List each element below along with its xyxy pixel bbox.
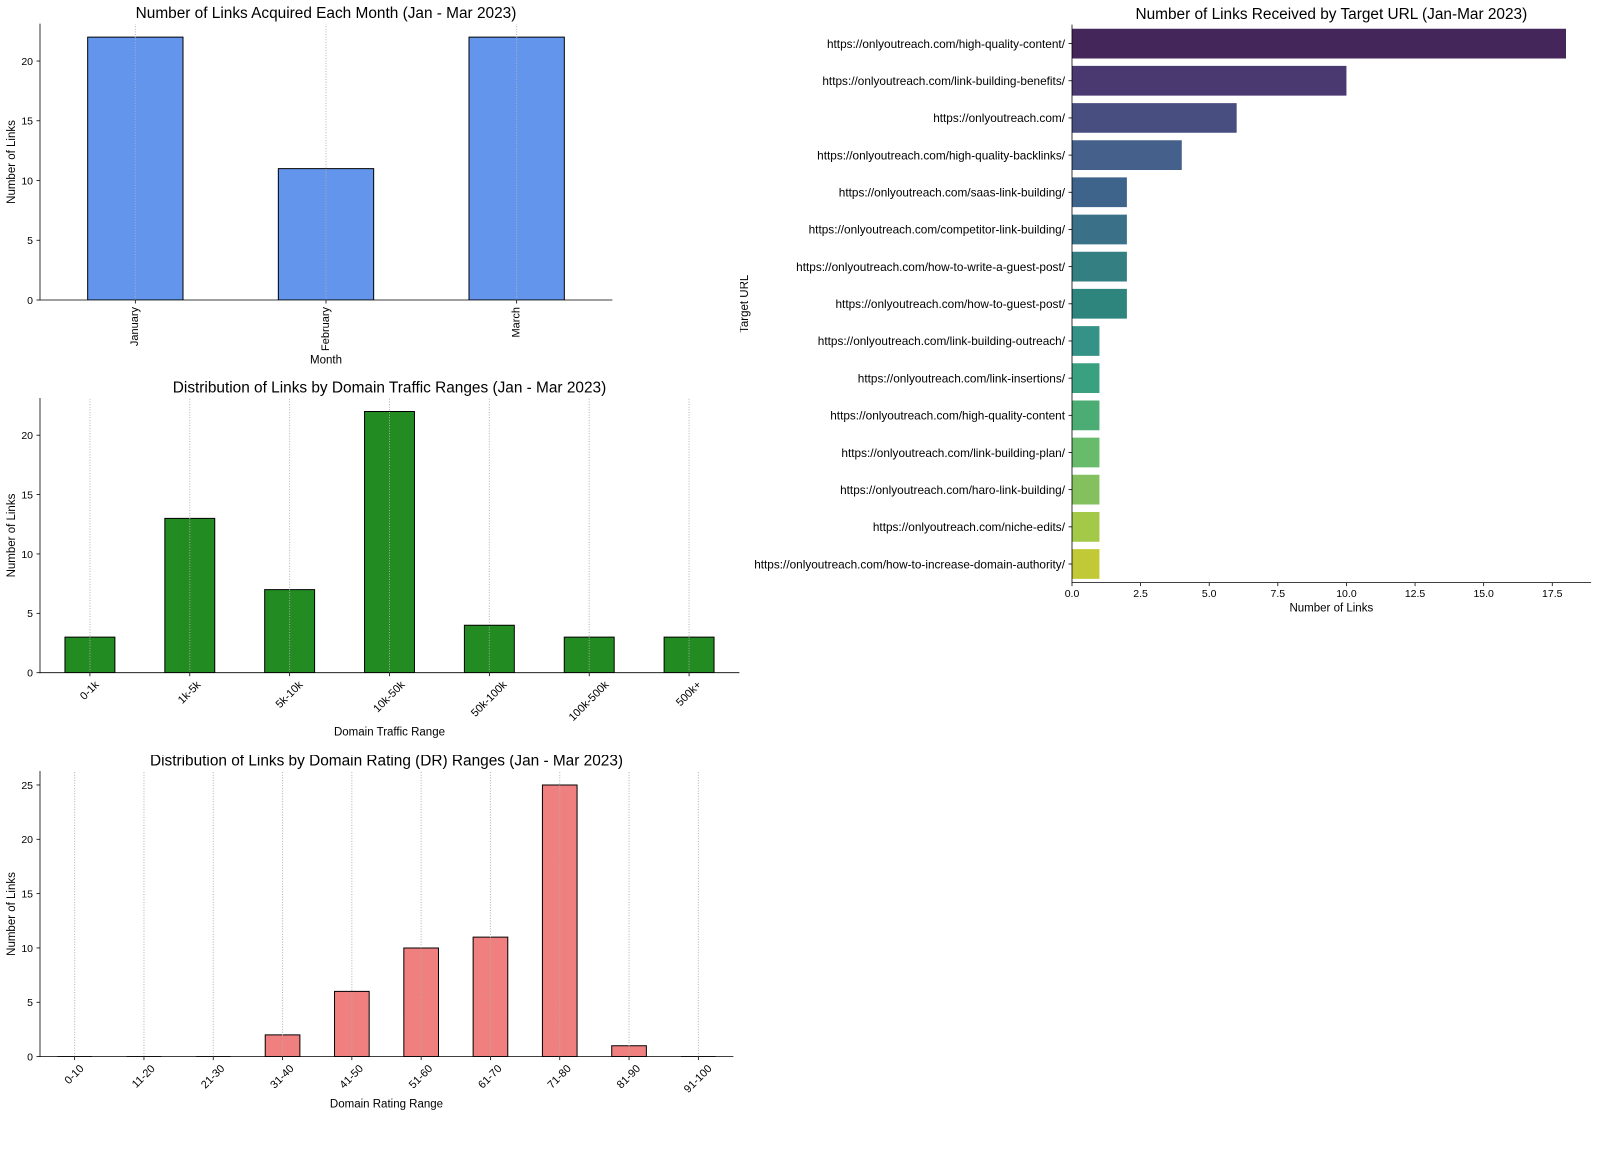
svg-text:15: 15 xyxy=(21,116,33,128)
svg-text:25: 25 xyxy=(21,780,33,792)
svg-text:5: 5 xyxy=(27,997,33,1009)
svg-text:https://onlyoutreach.com/saas-: https://onlyoutreach.com/saas-link-build… xyxy=(839,186,1066,200)
svg-text:12.5: 12.5 xyxy=(1405,588,1426,600)
svg-text:71-80: 71-80 xyxy=(545,1063,573,1091)
svg-text:https://onlyoutreach.com/high-: https://onlyoutreach.com/high-quality-ba… xyxy=(817,148,1066,162)
svg-text:https://onlyoutreach.com/how-t: https://onlyoutreach.com/how-to-increase… xyxy=(754,557,1066,571)
svg-text:Number of Links: Number of Links xyxy=(1289,603,1373,615)
svg-text:https://onlyoutreach.com/how-t: https://onlyoutreach.com/how-to-write-a-… xyxy=(796,260,1066,274)
svg-text:10: 10 xyxy=(21,943,33,955)
svg-text:5: 5 xyxy=(27,608,33,620)
svg-text:11-20: 11-20 xyxy=(130,1063,158,1091)
svg-text:10: 10 xyxy=(21,175,33,187)
svg-text:Domain Traffic Range: Domain Traffic Range xyxy=(334,727,445,739)
svg-text:50k-100k: 50k-100k xyxy=(469,679,510,720)
svg-text:January: January xyxy=(129,306,141,346)
svg-text:5k-10k: 5k-10k xyxy=(274,679,306,711)
svg-text:https://onlyoutreach.com/high-: https://onlyoutreach.com/high-quality-co… xyxy=(830,409,1065,423)
svg-text:Number of Links Received by Ta: Number of Links Received by Target URL (… xyxy=(1135,6,1527,23)
svg-text:Distribution of Links by Domai: Distribution of Links by Domain Traffic … xyxy=(173,379,606,396)
svg-text:10: 10 xyxy=(21,549,33,561)
svg-text:Distribution of Links by Domai: Distribution of Links by Domain Rating (… xyxy=(150,755,623,769)
svg-text:10k-50k: 10k-50k xyxy=(371,679,408,716)
svg-text:41-50: 41-50 xyxy=(338,1063,366,1091)
svg-text:Number of Links: Number of Links xyxy=(6,872,18,956)
svg-text:61-70: 61-70 xyxy=(476,1063,504,1091)
svg-text:Number of Links Acquired Each: Number of Links Acquired Each Month (Jan… xyxy=(136,5,517,22)
svg-text:0-1k: 0-1k xyxy=(78,679,102,703)
svg-text:1k-5k: 1k-5k xyxy=(176,679,204,707)
svg-text:https://onlyoutreach.com/link-: https://onlyoutreach.com/link-building-b… xyxy=(822,74,1065,88)
svg-text:https://onlyoutreach.com/niche: https://onlyoutreach.com/niche-edits/ xyxy=(873,520,1066,534)
svg-text:91-100: 91-100 xyxy=(682,1063,715,1096)
svg-text:https://onlyoutreach.com/: https://onlyoutreach.com/ xyxy=(933,111,1066,125)
svg-text:5.0: 5.0 xyxy=(1202,588,1217,600)
svg-text:7.5: 7.5 xyxy=(1271,588,1286,600)
svg-text:0: 0 xyxy=(27,668,33,680)
svg-text:5: 5 xyxy=(27,235,33,247)
svg-text:March: March xyxy=(511,307,523,338)
svg-text:20: 20 xyxy=(21,834,33,846)
svg-text:0-10: 0-10 xyxy=(63,1063,87,1087)
svg-text:February: February xyxy=(320,306,332,351)
svg-text:0.0: 0.0 xyxy=(1065,588,1080,600)
svg-text:https://onlyoutreach.com/link-: https://onlyoutreach.com/link-insertions… xyxy=(858,371,1066,385)
svg-text:0: 0 xyxy=(27,1051,33,1063)
svg-text:Month: Month xyxy=(310,354,342,366)
svg-text:15: 15 xyxy=(21,489,33,501)
svg-text:https://onlyoutreach.com/compe: https://onlyoutreach.com/competitor-link… xyxy=(809,223,1066,237)
svg-text:500k+: 500k+ xyxy=(674,679,704,709)
svg-text:51-60: 51-60 xyxy=(407,1063,435,1091)
svg-text:15.0: 15.0 xyxy=(1473,588,1494,600)
svg-text:17.5: 17.5 xyxy=(1542,588,1563,600)
svg-text:Target URL: Target URL xyxy=(740,274,751,333)
svg-text:81-90: 81-90 xyxy=(615,1063,643,1091)
svg-text:https://onlyoutreach.com/high-: https://onlyoutreach.com/high-quality-co… xyxy=(827,37,1066,51)
svg-text:10.0: 10.0 xyxy=(1336,588,1357,600)
svg-text:2.5: 2.5 xyxy=(1133,588,1148,600)
svg-text:21-30: 21-30 xyxy=(199,1063,227,1091)
svg-text:20: 20 xyxy=(21,430,33,442)
svg-text:0: 0 xyxy=(27,295,33,307)
svg-text:https://onlyoutreach.com/link-: https://onlyoutreach.com/link-building-o… xyxy=(818,334,1066,348)
svg-text:https://onlyoutreach.com/link-: https://onlyoutreach.com/link-building-p… xyxy=(841,446,1065,460)
svg-text:15: 15 xyxy=(21,888,33,900)
svg-text:https://onlyoutreach.com/how-t: https://onlyoutreach.com/how-to-guest-po… xyxy=(836,297,1066,311)
svg-text:Number of Links: Number of Links xyxy=(6,120,18,204)
svg-text:Domain Rating Range: Domain Rating Range xyxy=(330,1098,443,1110)
svg-text:20: 20 xyxy=(21,56,33,68)
svg-text:31-40: 31-40 xyxy=(268,1063,296,1091)
svg-text:https://onlyoutreach.com/haro-: https://onlyoutreach.com/haro-link-build… xyxy=(840,483,1066,497)
svg-text:Number of Links: Number of Links xyxy=(6,493,18,577)
svg-text:100k-500k: 100k-500k xyxy=(567,679,612,724)
